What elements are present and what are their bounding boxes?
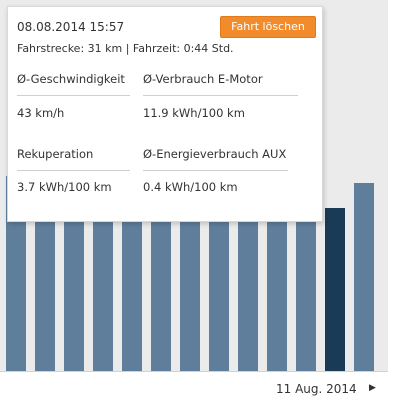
triangle-right-icon[interactable]: ▶ [369, 383, 376, 393]
chart-bar[interactable] [296, 176, 316, 371]
delete-trip-button[interactable]: Fahrt löschen [220, 16, 316, 38]
chart-bar[interactable] [238, 176, 258, 371]
date-navigation [0, 372, 388, 420]
recuperation-value: 3.7 kWh/100 km [17, 180, 112, 194]
divider-line [17, 95, 130, 96]
chart-baseline [0, 371, 388, 372]
consumption-value: 11.9 kWh/100 km [143, 106, 245, 120]
aux-label: Ø-Energieverbrauch AUX [143, 147, 287, 161]
aux-value: 0.4 kWh/100 km [143, 180, 238, 194]
recuperation-label: Rekuperation [17, 147, 94, 161]
trip-summary: Fahrstrecke: 31 km | Fahrzeit: 0:44 Std. [17, 42, 234, 55]
chart-bar[interactable] [209, 176, 229, 371]
chart-bar[interactable] [122, 176, 142, 371]
divider-line [143, 170, 288, 171]
current-date-label: 11 Aug. 2014 [276, 382, 357, 396]
consumption-label: Ø-Verbrauch E-Motor [143, 72, 263, 86]
trip-datetime: 08.08.2014 15:57 [17, 20, 125, 34]
chart-bar[interactable] [267, 176, 287, 371]
chart-bar-selected[interactable] [325, 208, 345, 371]
chart-bar[interactable] [35, 176, 55, 371]
divider-line [143, 95, 298, 96]
chart-bar[interactable] [151, 176, 171, 371]
chart-bar[interactable] [180, 176, 200, 371]
chart-bar[interactable] [354, 183, 374, 371]
avg-speed-value: 43 km/h [17, 106, 65, 120]
trip-bar-chart[interactable] [0, 0, 388, 371]
chart-bar[interactable] [64, 176, 84, 371]
divider-line [17, 170, 130, 171]
chart-bar[interactable] [93, 176, 113, 371]
avg-speed-label: Ø-Geschwindigkeit [17, 72, 125, 86]
right-margin [388, 0, 420, 420]
chart-bar[interactable] [6, 176, 26, 371]
trip-details-popup: 08.08.2014 15:57 Fahrt löschen Fahrstrec… [7, 6, 323, 222]
